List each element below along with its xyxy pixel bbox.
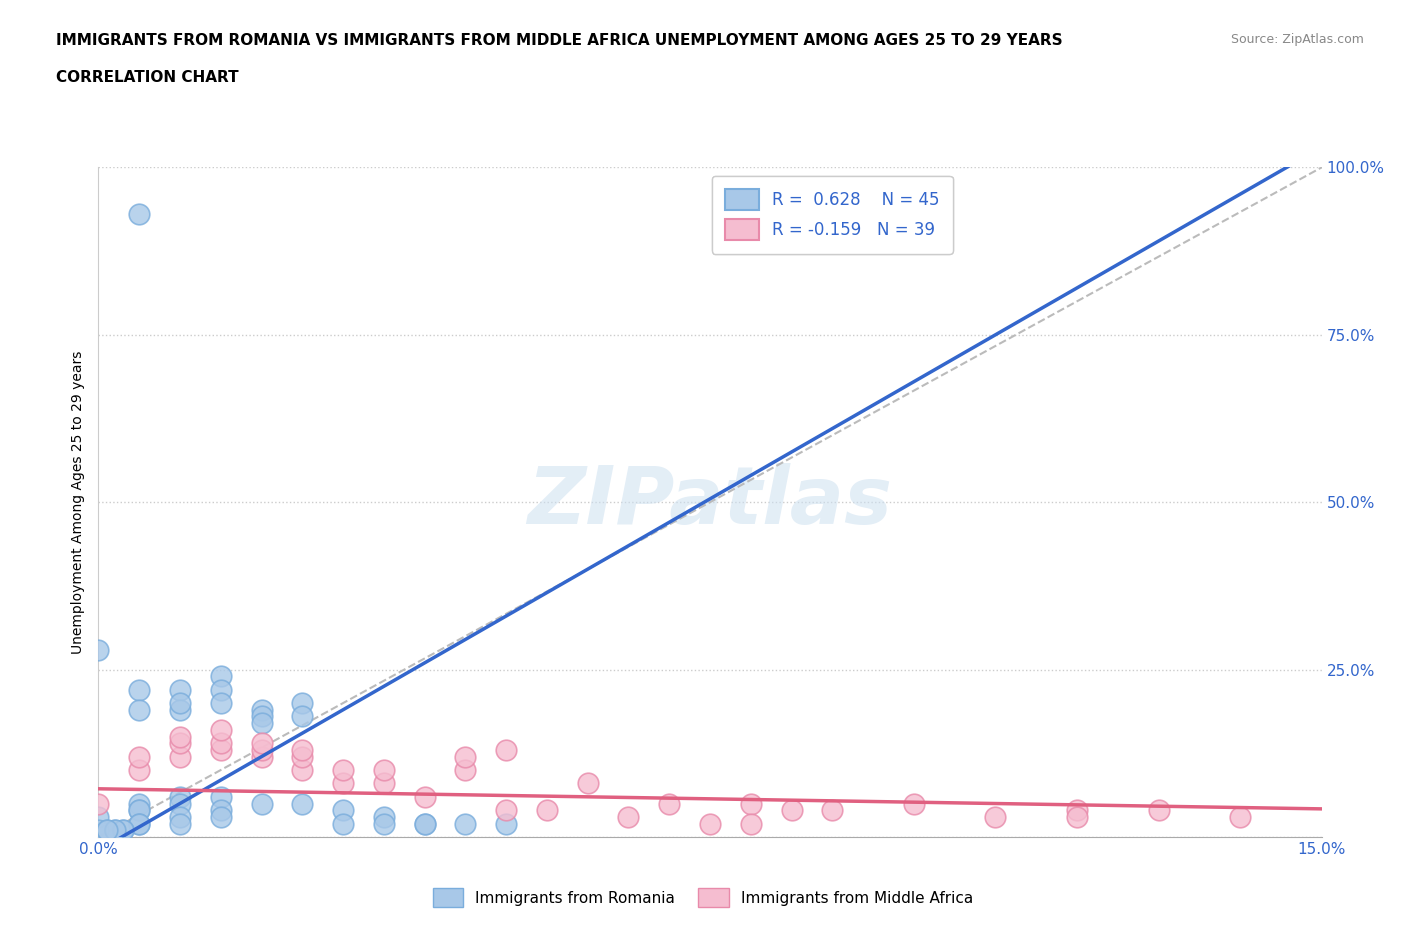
- Point: [250, 742, 273, 757]
- Point: [169, 696, 191, 711]
- Point: [169, 702, 191, 717]
- Y-axis label: Unemployment Among Ages 25 to 29 years: Unemployment Among Ages 25 to 29 years: [72, 351, 86, 654]
- Text: Source: ZipAtlas.com: Source: ZipAtlas.com: [1230, 33, 1364, 46]
- Point: [1066, 803, 1088, 817]
- Point: [291, 709, 314, 724]
- Point: [169, 809, 191, 824]
- Point: [128, 750, 150, 764]
- Point: [250, 709, 273, 724]
- Point: [291, 763, 314, 777]
- Point: [1066, 809, 1088, 824]
- Legend: R =  0.628    N = 45, R = -0.159   N = 39: R = 0.628 N = 45, R = -0.159 N = 39: [711, 176, 953, 254]
- Point: [128, 817, 150, 831]
- Point: [413, 817, 436, 831]
- Point: [87, 796, 110, 811]
- Point: [209, 809, 232, 824]
- Point: [169, 736, 191, 751]
- Point: [291, 696, 314, 711]
- Point: [111, 823, 134, 838]
- Point: [209, 696, 232, 711]
- Point: [658, 796, 681, 811]
- Point: [536, 803, 558, 817]
- Point: [209, 683, 232, 698]
- Point: [291, 796, 314, 811]
- Point: [454, 763, 477, 777]
- Point: [250, 736, 273, 751]
- Point: [373, 817, 395, 831]
- Point: [209, 790, 232, 804]
- Point: [740, 796, 762, 811]
- Point: [780, 803, 803, 817]
- Point: [373, 809, 395, 824]
- Point: [454, 750, 477, 764]
- Legend: Immigrants from Romania, Immigrants from Middle Africa: Immigrants from Romania, Immigrants from…: [426, 883, 980, 913]
- Point: [169, 729, 191, 744]
- Point: [128, 803, 150, 817]
- Point: [903, 796, 925, 811]
- Point: [169, 790, 191, 804]
- Point: [250, 702, 273, 717]
- Point: [209, 803, 232, 817]
- Point: [250, 716, 273, 731]
- Text: CORRELATION CHART: CORRELATION CHART: [56, 70, 239, 85]
- Point: [209, 723, 232, 737]
- Point: [128, 803, 150, 817]
- Point: [576, 776, 599, 790]
- Point: [291, 750, 314, 764]
- Point: [96, 823, 118, 838]
- Point: [96, 823, 118, 838]
- Point: [128, 683, 150, 698]
- Point: [495, 803, 517, 817]
- Point: [332, 776, 354, 790]
- Point: [104, 823, 127, 838]
- Point: [111, 823, 134, 838]
- Point: [87, 642, 110, 657]
- Point: [128, 796, 150, 811]
- Point: [495, 817, 517, 831]
- Point: [413, 817, 436, 831]
- Point: [291, 742, 314, 757]
- Point: [454, 817, 477, 831]
- Point: [984, 809, 1007, 824]
- Point: [128, 763, 150, 777]
- Point: [1147, 803, 1170, 817]
- Point: [332, 803, 354, 817]
- Point: [128, 206, 150, 221]
- Point: [87, 823, 110, 838]
- Point: [169, 750, 191, 764]
- Point: [699, 817, 721, 831]
- Point: [617, 809, 640, 824]
- Point: [1229, 809, 1251, 824]
- Point: [495, 742, 517, 757]
- Point: [821, 803, 844, 817]
- Point: [104, 823, 127, 838]
- Point: [169, 796, 191, 811]
- Point: [250, 796, 273, 811]
- Point: [169, 817, 191, 831]
- Point: [740, 817, 762, 831]
- Point: [169, 683, 191, 698]
- Point: [413, 790, 436, 804]
- Point: [250, 750, 273, 764]
- Point: [373, 763, 395, 777]
- Point: [209, 736, 232, 751]
- Point: [128, 702, 150, 717]
- Point: [87, 809, 110, 824]
- Point: [373, 776, 395, 790]
- Point: [332, 817, 354, 831]
- Point: [209, 669, 232, 684]
- Text: IMMIGRANTS FROM ROMANIA VS IMMIGRANTS FROM MIDDLE AFRICA UNEMPLOYMENT AMONG AGES: IMMIGRANTS FROM ROMANIA VS IMMIGRANTS FR…: [56, 33, 1063, 47]
- Point: [128, 817, 150, 831]
- Text: ZIPatlas: ZIPatlas: [527, 463, 893, 541]
- Point: [332, 763, 354, 777]
- Point: [209, 742, 232, 757]
